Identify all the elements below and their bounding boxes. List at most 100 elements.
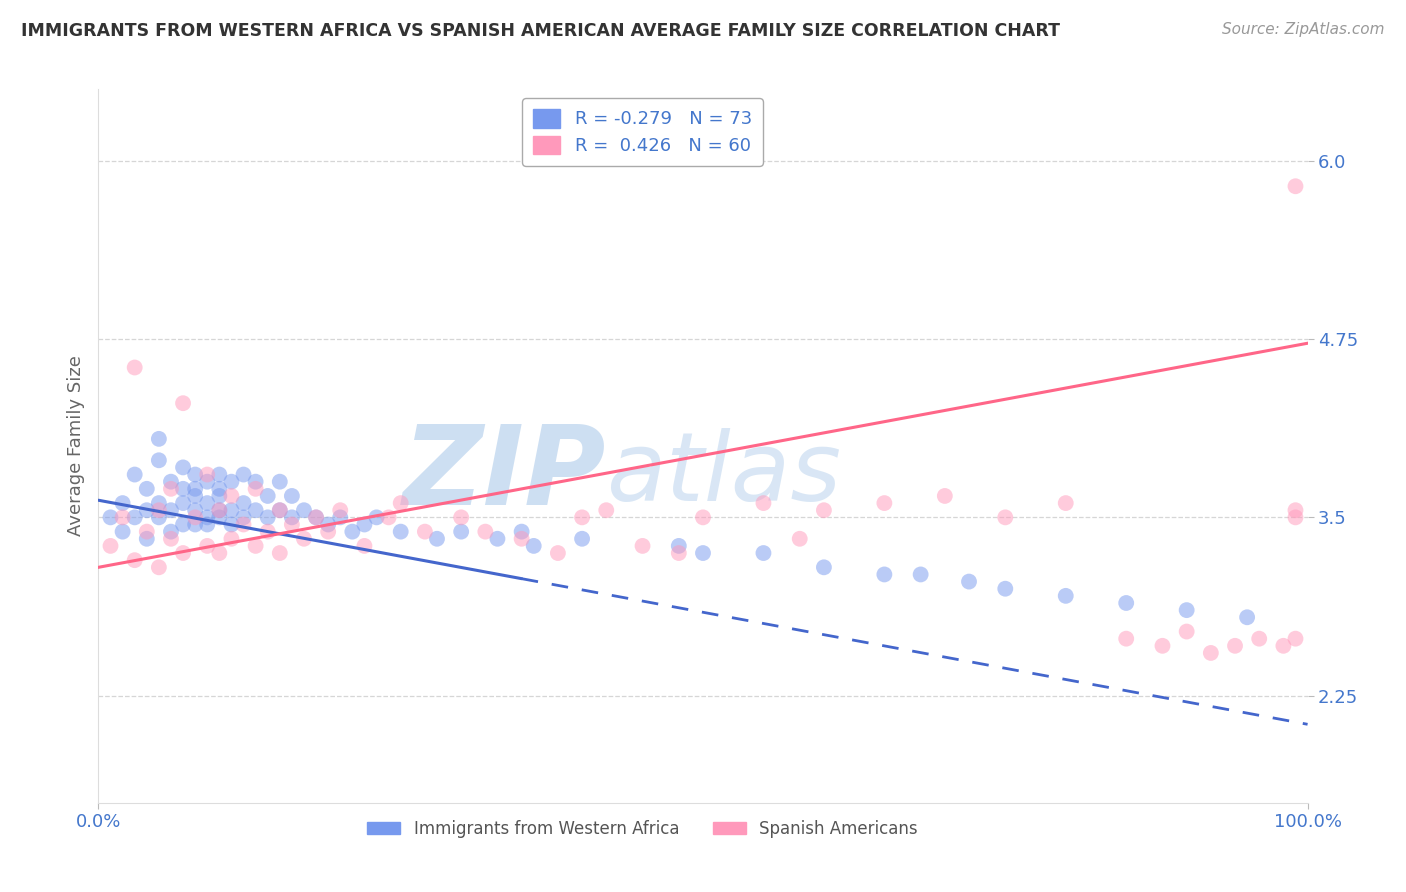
Point xyxy=(994,582,1017,596)
Text: IMMIGRANTS FROM WESTERN AFRICA VS SPANISH AMERICAN AVERAGE FAMILY SIZE CORRELATI: IMMIGRANTS FROM WESTERN AFRICA VS SPANIS… xyxy=(21,22,1060,40)
Point xyxy=(329,503,352,517)
Point xyxy=(160,475,183,489)
Point xyxy=(1284,503,1306,517)
Point xyxy=(934,489,956,503)
Point xyxy=(329,510,352,524)
Point xyxy=(148,503,170,517)
Point xyxy=(269,503,291,517)
Text: Source: ZipAtlas.com: Source: ZipAtlas.com xyxy=(1222,22,1385,37)
Point xyxy=(873,496,896,510)
Point xyxy=(353,517,375,532)
Point xyxy=(957,574,980,589)
Point xyxy=(135,503,157,517)
Point xyxy=(752,546,775,560)
Point xyxy=(160,524,183,539)
Point xyxy=(195,496,218,510)
Point xyxy=(208,489,231,503)
Y-axis label: Average Family Size: Average Family Size xyxy=(66,356,84,536)
Point xyxy=(195,510,218,524)
Point xyxy=(571,510,593,524)
Point xyxy=(1284,510,1306,524)
Text: ZIP: ZIP xyxy=(402,421,606,528)
Point xyxy=(1284,179,1306,194)
Point xyxy=(100,539,122,553)
Point xyxy=(510,532,533,546)
Point xyxy=(305,510,328,524)
Point xyxy=(184,503,207,517)
Point xyxy=(450,524,472,539)
Point xyxy=(281,517,304,532)
Point xyxy=(148,560,170,574)
Point xyxy=(1249,632,1271,646)
Point xyxy=(789,532,811,546)
Point xyxy=(148,496,170,510)
Point xyxy=(195,475,218,489)
Point xyxy=(413,524,436,539)
Point xyxy=(232,517,254,532)
Point xyxy=(135,524,157,539)
Point xyxy=(813,503,835,517)
Point xyxy=(547,546,569,560)
Point xyxy=(366,510,388,524)
Point xyxy=(184,517,207,532)
Point xyxy=(172,482,194,496)
Point xyxy=(269,503,291,517)
Point xyxy=(1272,639,1295,653)
Point xyxy=(124,510,146,524)
Point xyxy=(245,482,267,496)
Point xyxy=(160,503,183,517)
Point xyxy=(208,503,231,517)
Point xyxy=(377,510,399,524)
Point xyxy=(450,510,472,524)
Point xyxy=(281,510,304,524)
Point xyxy=(148,453,170,467)
Point xyxy=(135,532,157,546)
Point xyxy=(124,467,146,482)
Point xyxy=(1223,639,1246,653)
Point xyxy=(208,467,231,482)
Point xyxy=(692,546,714,560)
Point xyxy=(1175,603,1198,617)
Point xyxy=(281,489,304,503)
Point xyxy=(752,496,775,510)
Point xyxy=(426,532,449,546)
Point xyxy=(474,524,496,539)
Point xyxy=(195,467,218,482)
Point xyxy=(208,546,231,560)
Point xyxy=(221,489,243,503)
Point xyxy=(1236,610,1258,624)
Point xyxy=(148,432,170,446)
Point xyxy=(172,517,194,532)
Point xyxy=(232,510,254,524)
Point xyxy=(269,475,291,489)
Point xyxy=(353,539,375,553)
Point xyxy=(208,482,231,496)
Point xyxy=(1115,632,1137,646)
Point xyxy=(124,553,146,567)
Point xyxy=(292,503,315,517)
Text: atlas: atlas xyxy=(606,428,841,521)
Point xyxy=(256,524,278,539)
Point xyxy=(269,546,291,560)
Point xyxy=(486,532,509,546)
Point xyxy=(342,524,364,539)
Point xyxy=(873,567,896,582)
Point xyxy=(172,396,194,410)
Point xyxy=(571,532,593,546)
Point xyxy=(221,475,243,489)
Point xyxy=(111,496,134,510)
Point xyxy=(1054,589,1077,603)
Point xyxy=(595,503,617,517)
Point xyxy=(184,482,207,496)
Point xyxy=(184,467,207,482)
Point xyxy=(111,524,134,539)
Point xyxy=(910,567,932,582)
Point xyxy=(100,510,122,524)
Point xyxy=(256,510,278,524)
Point xyxy=(184,510,207,524)
Point xyxy=(245,503,267,517)
Legend: Immigrants from Western Africa, Spanish Americans: Immigrants from Western Africa, Spanish … xyxy=(360,814,925,845)
Point xyxy=(232,496,254,510)
Point xyxy=(510,524,533,539)
Point xyxy=(631,539,654,553)
